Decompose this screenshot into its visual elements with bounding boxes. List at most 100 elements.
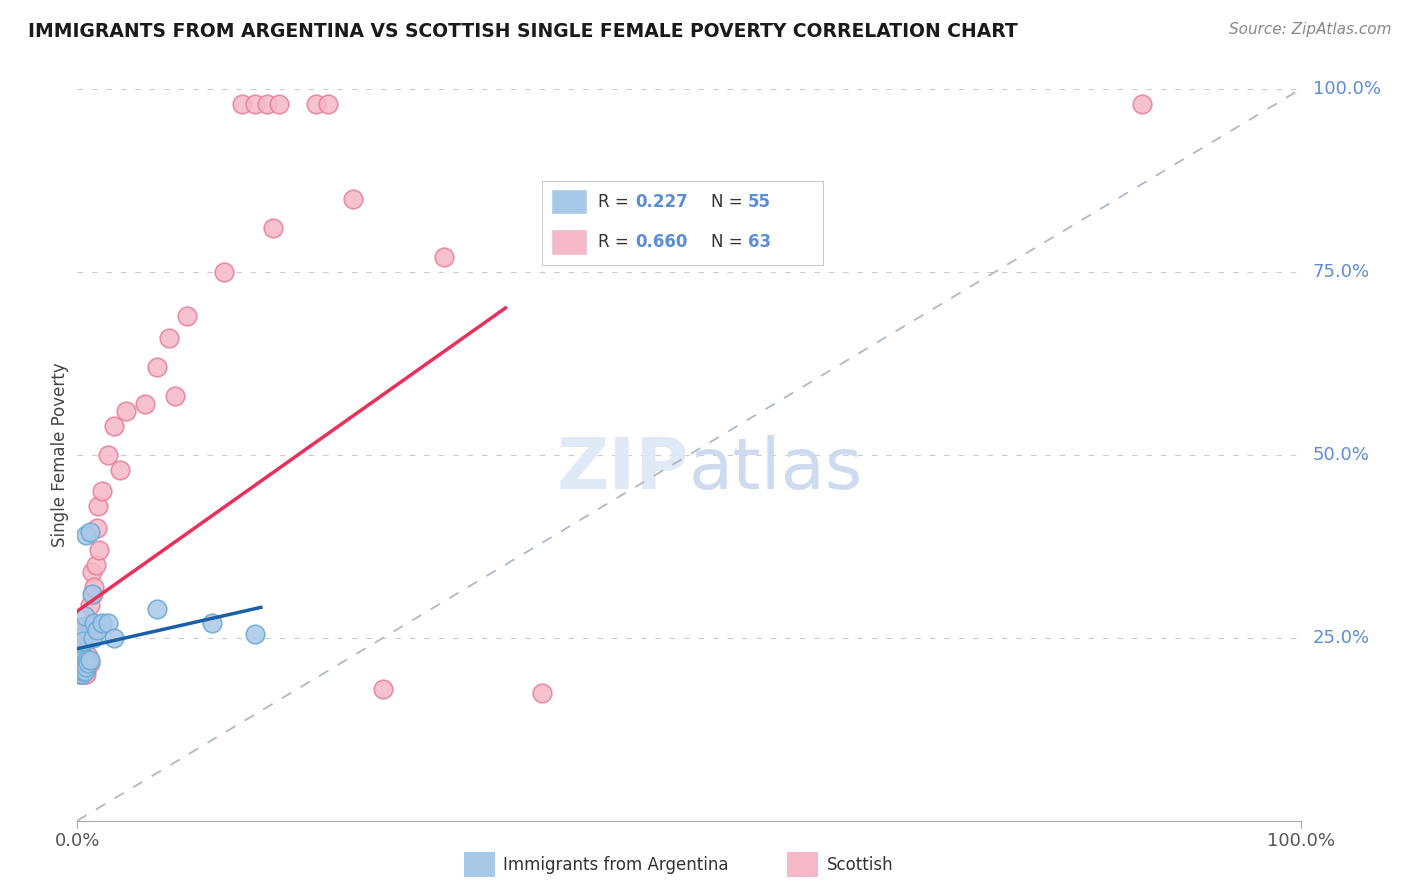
Point <box>70 649 93 664</box>
Point <box>70 653 93 667</box>
Text: IMMIGRANTS FROM ARGENTINA VS SCOTTISH SINGLE FEMALE POVERTY CORRELATION CHART: IMMIGRANTS FROM ARGENTINA VS SCOTTISH SI… <box>28 22 1018 41</box>
Point <box>103 631 125 645</box>
Point <box>69 641 91 656</box>
Point <box>70 657 93 671</box>
Point <box>70 647 93 661</box>
Text: 0.660: 0.660 <box>636 233 688 251</box>
Point <box>72 653 94 667</box>
Point <box>70 620 93 634</box>
Point <box>77 649 100 664</box>
Point <box>70 645 93 659</box>
Point <box>1130 96 1153 111</box>
Text: 0.227: 0.227 <box>636 193 688 211</box>
Point <box>69 645 91 659</box>
Point <box>79 524 101 539</box>
Point <box>67 657 90 671</box>
Point <box>76 653 98 667</box>
Point <box>69 657 91 671</box>
Bar <box>551 229 588 254</box>
Text: 25.0%: 25.0% <box>1313 629 1369 647</box>
Text: R =: R = <box>599 193 634 211</box>
Text: ZIP: ZIP <box>557 435 689 504</box>
Text: Immigrants from Argentina: Immigrants from Argentina <box>503 856 728 874</box>
Point <box>70 653 93 667</box>
Point <box>67 638 90 652</box>
Text: Scottish: Scottish <box>827 856 893 874</box>
Point <box>75 528 97 542</box>
Point <box>70 620 93 634</box>
Point <box>72 660 94 674</box>
Point <box>73 667 96 681</box>
Point <box>69 660 91 674</box>
Point <box>97 448 120 462</box>
Point <box>87 499 110 513</box>
Point <box>70 631 93 645</box>
Point <box>134 397 156 411</box>
Point <box>67 653 90 667</box>
Bar <box>551 189 588 214</box>
Point <box>67 641 90 656</box>
Point <box>70 667 93 681</box>
Point <box>72 667 94 681</box>
Point <box>67 645 90 659</box>
Point <box>73 627 96 641</box>
Point <box>82 587 104 601</box>
Point <box>316 96 339 111</box>
Point <box>70 657 93 671</box>
Point <box>80 616 103 631</box>
Point <box>67 645 90 659</box>
Point <box>79 657 101 671</box>
Point <box>83 580 105 594</box>
Point <box>69 649 91 664</box>
Point <box>72 634 94 648</box>
Point <box>69 654 91 668</box>
Point <box>70 657 93 671</box>
Text: Source: ZipAtlas.com: Source: ZipAtlas.com <box>1229 22 1392 37</box>
Point <box>73 608 96 623</box>
Point <box>108 462 131 476</box>
Point <box>243 96 266 111</box>
Point <box>231 96 253 111</box>
Point <box>256 96 278 111</box>
Point <box>86 624 108 638</box>
Point <box>531 686 554 700</box>
Point <box>70 660 93 674</box>
Point <box>433 251 456 265</box>
Point <box>79 653 101 667</box>
Point <box>146 601 169 615</box>
Text: R =: R = <box>599 233 634 251</box>
Point <box>67 667 90 681</box>
Point <box>70 664 93 678</box>
Point <box>212 265 235 279</box>
Point <box>72 657 94 671</box>
Point <box>342 192 364 206</box>
Point <box>73 657 96 671</box>
Point <box>103 418 125 433</box>
Point <box>67 649 90 664</box>
Point <box>76 653 98 667</box>
Point <box>70 664 93 678</box>
Point <box>115 404 138 418</box>
Point <box>67 649 90 664</box>
Point <box>80 587 103 601</box>
Point <box>157 331 180 345</box>
Point <box>269 96 291 111</box>
Point <box>70 667 93 681</box>
Text: 50.0%: 50.0% <box>1313 446 1369 464</box>
Point <box>97 616 120 631</box>
Point <box>75 660 97 674</box>
Point <box>69 638 91 652</box>
Point <box>67 641 90 656</box>
Point <box>70 645 93 659</box>
Point <box>69 667 91 681</box>
Point <box>70 649 93 664</box>
Point <box>165 389 187 403</box>
Point <box>201 616 224 631</box>
Point <box>69 645 91 659</box>
Point <box>69 644 91 658</box>
Point <box>69 653 91 667</box>
Point <box>146 360 169 375</box>
Point <box>82 631 104 645</box>
Point <box>89 543 111 558</box>
Point <box>72 660 94 674</box>
